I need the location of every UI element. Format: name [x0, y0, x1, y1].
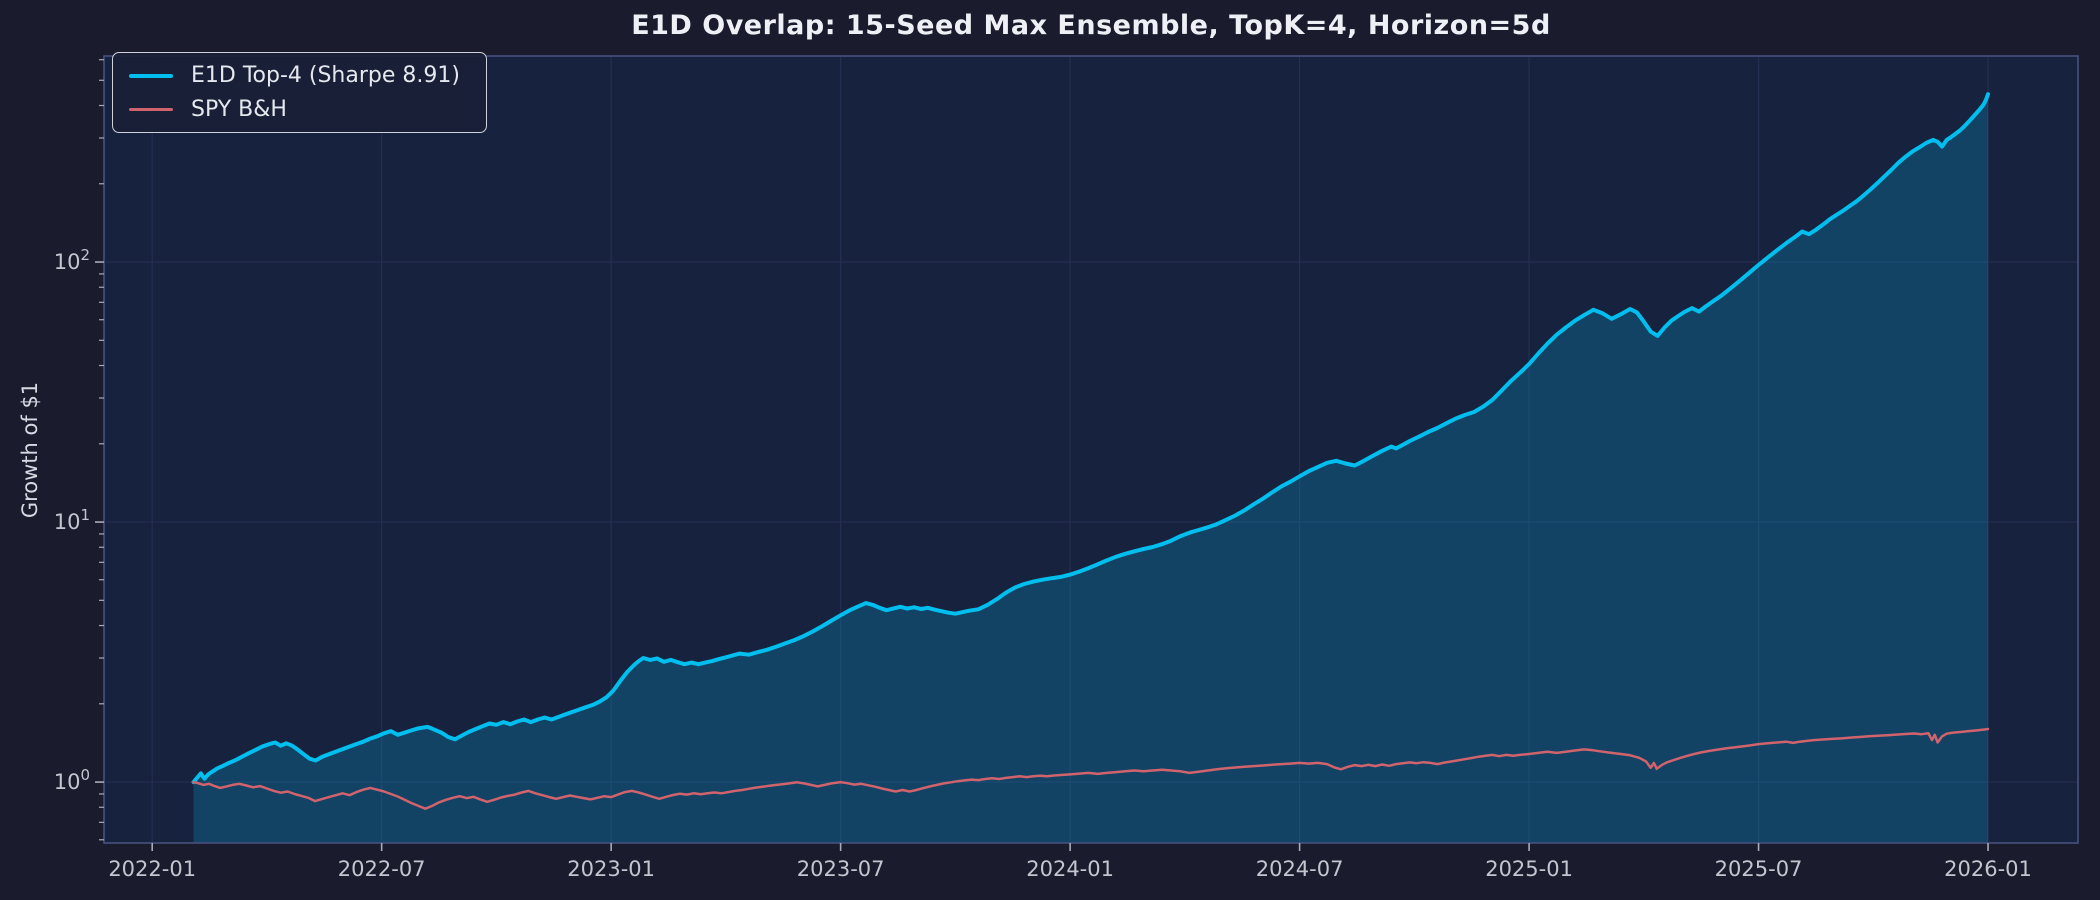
- x-axis: 2022-01 2022-07 2023-01 2023-07 2024-01 2024-…: [108, 843, 2032, 881]
- x-tick-label: 2025-07: [1715, 857, 1803, 881]
- x-tick-label: 2023-07: [797, 857, 885, 881]
- plot-area: [104, 56, 2078, 843]
- gridlines: [104, 56, 2078, 843]
- series-line-1: [192, 727, 1990, 810]
- x-tick-label: 2022-01: [108, 857, 196, 881]
- legend-label-spy: SPY B&H: [191, 97, 287, 122]
- x-tick-label: 2022-07: [338, 857, 426, 881]
- y-axis: 100 101 102: [54, 59, 104, 841]
- x-tick-label: 2025-01: [1485, 857, 1573, 881]
- plot-border: [103, 55, 2079, 844]
- spy-line-swatch: [129, 108, 173, 111]
- series-line-0: [191, 92, 1990, 785]
- legend-item-ensemble: E1D Top-4 (Sharpe 8.91): [129, 63, 460, 88]
- x-tick-label: 2024-07: [1256, 857, 1344, 881]
- legend: E1D Top-4 (Sharpe 8.91) SPY B&H: [112, 52, 487, 133]
- x-tick-label: 2023-01: [567, 857, 655, 881]
- legend-item-spy: SPY B&H: [129, 97, 460, 122]
- y-tick-label: 101: [54, 506, 90, 534]
- x-tick-label: 2024-01: [1026, 857, 1114, 881]
- ensemble-line-swatch: [129, 73, 173, 78]
- area-fill-0: [193, 94, 1988, 843]
- x-tick-label: 2026-01: [1944, 857, 2032, 881]
- chart-title: E1D Overlap: 15-Seed Max Ensemble, TopK=…: [631, 10, 1551, 41]
- y-tick-label: 102: [54, 246, 90, 274]
- y-tick-label: 100: [54, 766, 90, 794]
- legend-label-ensemble: E1D Top-4 (Sharpe 8.91): [191, 63, 460, 88]
